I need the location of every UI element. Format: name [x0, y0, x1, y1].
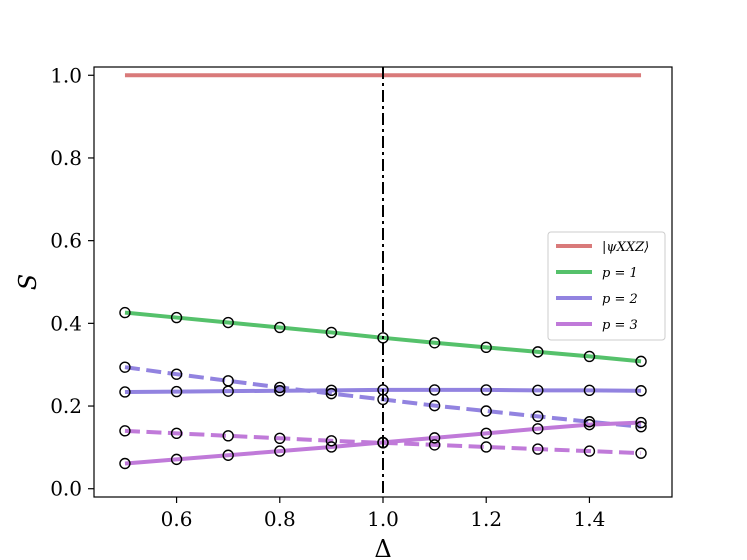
data-point-p-1-solid: [274, 321, 286, 334]
data-point-unlabeled-5-dashed: [480, 441, 492, 453]
data-point-p-2-solid: [428, 384, 441, 396]
data-point-p-2-solid: [532, 384, 544, 397]
data-point-p-1-solid: [325, 326, 338, 339]
data-point-p-2-solid: [274, 385, 286, 397]
y-tick-label: 0.2: [50, 394, 82, 418]
data-point-p-1-solid: [583, 350, 596, 363]
x-tick-label: 1.0: [367, 507, 399, 531]
x-axis-label: Δ: [374, 535, 391, 560]
legend-label: p = 1: [602, 266, 638, 281]
data-point-unlabeled-3-dashed: [325, 387, 338, 400]
data-point-p-1-solid: [480, 341, 492, 354]
data-point-unlabeled-5-dashed: [377, 437, 389, 449]
data-point-p-3-solid: [325, 441, 338, 453]
data-point-p-1-solid: [170, 311, 183, 324]
data-point-unlabeled-3-dashed: [274, 381, 286, 394]
data-point-p-3-solid: [222, 449, 234, 461]
data-point-p-3-solid: [480, 427, 492, 440]
data-point-p-3-solid: [274, 445, 286, 457]
y-tick-label: 0.8: [50, 146, 82, 170]
data-point-unlabeled-5-dashed: [170, 427, 183, 440]
data-point-p-2-solid: [325, 384, 338, 397]
legend-label: p = 3: [602, 318, 638, 333]
data-point-p-1-solid: [428, 337, 441, 349]
y-axis-ticks: 0.0 0.2 0.4 0.6 0.8 1.0: [50, 63, 94, 501]
data-point-p-3-solid: [635, 416, 647, 429]
data-point-unlabeled-5-dashed: [635, 447, 647, 459]
y-tick-label: 0.4: [50, 311, 82, 335]
x-axis-ticks: 0.6 0.8 1.0 1.2 1.4: [161, 497, 606, 531]
y-tick-label: 1.0: [50, 63, 82, 87]
data-point-p-2-solid: [170, 385, 183, 398]
marker-layer: [119, 306, 647, 470]
y-tick-label: 0.0: [50, 477, 82, 501]
data-point-p-1-solid: [635, 355, 647, 368]
data-point-p-3-solid: [583, 418, 596, 431]
legend-box: [547, 231, 666, 341]
legend-label: p = 2: [602, 292, 638, 307]
data-point-unlabeled-3-dashed: [170, 368, 183, 380]
data-point-unlabeled-5-dashed: [428, 439, 441, 451]
y-axis-label: S: [14, 274, 42, 290]
data-point-p-1-solid: [377, 332, 389, 344]
data-point-unlabeled-3-dashed: [119, 361, 131, 373]
data-point-p-2-solid: [119, 386, 131, 398]
data-point-unlabeled-5-dashed: [325, 435, 338, 447]
data-point-unlabeled-3-dashed: [222, 375, 234, 387]
data-point-p-2-solid: [583, 384, 596, 397]
data-point-p-2-solid: [480, 384, 492, 396]
data-point-unlabeled-3-dashed: [428, 399, 441, 412]
data-point-unlabeled-5-dashed: [583, 445, 596, 457]
x-tick-label: 1.2: [470, 507, 502, 531]
x-tick-label: 0.6: [161, 507, 193, 531]
data-point-p-1-solid: [119, 306, 131, 319]
data-point-unlabeled-5-dashed: [274, 432, 286, 444]
data-point-p-3-solid: [119, 457, 131, 470]
x-tick-label: 1.4: [574, 507, 606, 531]
y-tick-label: 0.6: [50, 229, 82, 253]
legend-label: |ψXXZ⟩: [602, 240, 649, 255]
data-point-p-3-solid: [428, 432, 441, 444]
data-point-p-2-solid: [635, 385, 647, 397]
data-point-p-3-solid: [170, 453, 183, 466]
data-point-unlabeled-5-dashed: [119, 425, 131, 437]
legend: |ψXXZ⟩ p = 1 p = 2 p = 3: [547, 231, 666, 341]
data-point-unlabeled-3-dashed: [377, 393, 389, 406]
data-point-unlabeled-5-dashed: [532, 443, 544, 455]
data-point-unlabeled-3-dashed: [532, 410, 544, 423]
data-point-p-1-solid: [532, 346, 544, 358]
x-tick-label: 0.8: [264, 507, 296, 531]
data-point-p-3-solid: [532, 423, 544, 435]
data-point-unlabeled-3-dashed: [583, 416, 596, 428]
data-point-unlabeled-3-dashed: [480, 405, 492, 417]
data-point-p-1-solid: [222, 316, 234, 329]
data-point-unlabeled-3-dashed: [635, 421, 647, 433]
data-point-unlabeled-5-dashed: [222, 430, 234, 442]
